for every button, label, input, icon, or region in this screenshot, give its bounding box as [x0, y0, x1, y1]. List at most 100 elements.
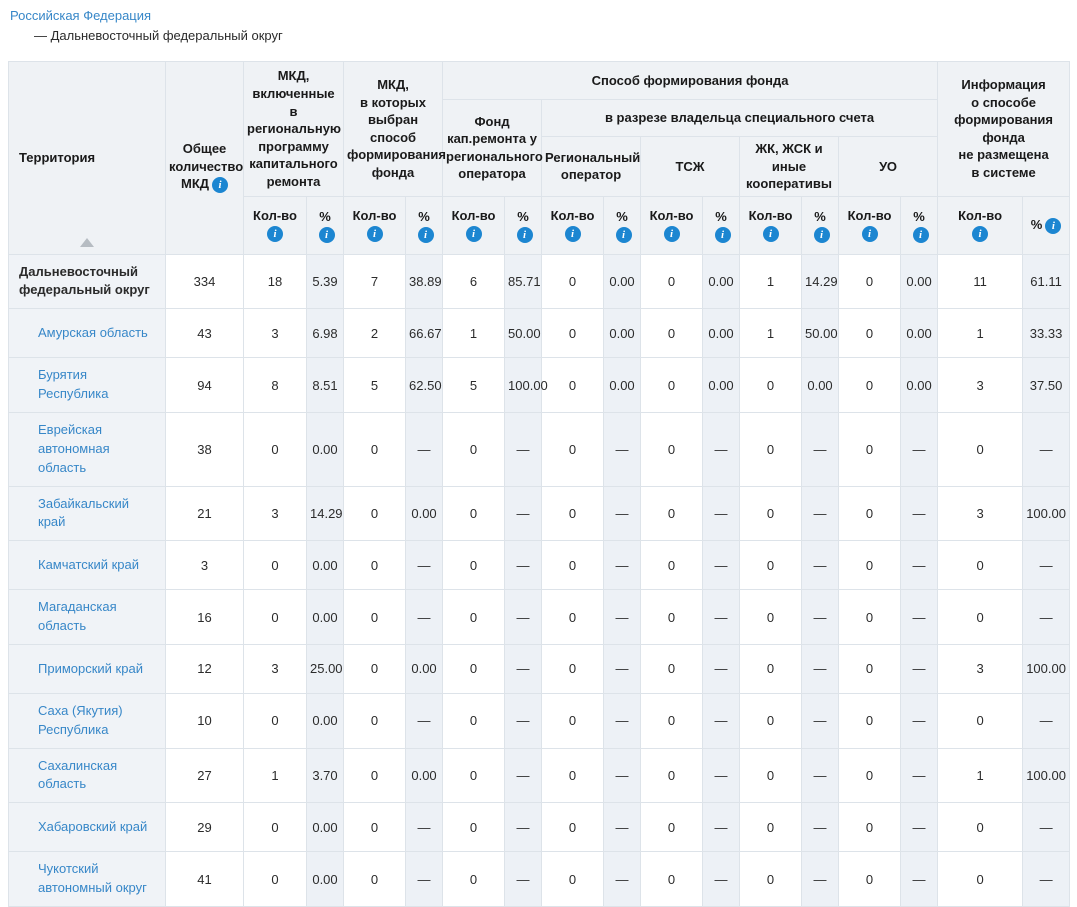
value-cell: 0 [343, 485, 407, 542]
value-cell: 1 [739, 308, 803, 359]
value-cell: — [405, 412, 444, 487]
territory-link[interactable]: Магаданская область [38, 599, 117, 634]
info-icon[interactable]: i [366, 226, 383, 243]
value-cell: 21 [165, 485, 244, 542]
value-cell: 3 [165, 540, 244, 591]
value-cell: 0 [243, 589, 307, 645]
info-icon[interactable]: i [861, 226, 878, 243]
total-mkd-column-header: Общее количество МКД i [165, 61, 244, 255]
info-icon[interactable]: i [212, 176, 229, 193]
territory-link[interactable]: Хабаровский край [38, 818, 148, 834]
info-icon[interactable]: i [318, 226, 335, 243]
value-cell: 5.39 [305, 253, 345, 310]
value-cell: 0 [838, 540, 902, 591]
value-cell: 0 [640, 485, 704, 542]
value-cell: 29 [165, 802, 244, 853]
breadcrumb-country-link[interactable]: Российская Федерация [10, 8, 152, 23]
value-cell: — [702, 485, 741, 542]
value-cell: 0 [442, 643, 506, 694]
value-cell: 25.00 [305, 643, 345, 694]
territory-header-label: Территория [19, 150, 96, 166]
value-cell: 0 [243, 412, 307, 487]
value-cell: 0 [541, 643, 605, 694]
table-row: Амурская область 43 3 6.98 2 66.67 1 50.00 0 0.00… [8, 308, 1071, 359]
info-icon[interactable]: i [714, 226, 731, 243]
info-icon[interactable]: i [564, 226, 581, 243]
value-cell: — [603, 589, 642, 645]
territory-cell: Бурятия Республика [8, 357, 166, 414]
value-cell: — [702, 412, 741, 487]
value-cell: 0 [640, 747, 704, 804]
territory-link[interactable]: Бурятия Республика [38, 367, 109, 402]
info-icon[interactable]: i [465, 226, 482, 243]
info-icon[interactable]: i [615, 226, 632, 243]
value-cell: 0.00 [702, 357, 741, 414]
value-cell: 18 [243, 253, 307, 310]
value-cell: 61.11 [1022, 253, 1071, 310]
value-cell: — [900, 747, 939, 804]
value-cell: — [801, 747, 840, 804]
table-row: Забайкальский край 21 3 14.29 0 0.00 0—0—0—0—0… [8, 485, 1071, 542]
info-icon[interactable]: i [972, 226, 989, 243]
value-cell: 0 [937, 802, 1024, 853]
info-icon[interactable]: i [813, 226, 830, 243]
value-cell: 0 [640, 253, 704, 310]
territory-link[interactable]: Сахалинская область [38, 757, 118, 792]
value-cell: 0.00 [305, 851, 345, 907]
value-cell: — [801, 802, 840, 853]
value-cell: 0 [243, 851, 307, 907]
value-cell: 0.00 [305, 540, 345, 591]
territory-cell: Еврейская автономная область [8, 412, 166, 487]
value-cell: — [603, 747, 642, 804]
value-cell: — [801, 540, 840, 591]
value-cell: 0 [739, 643, 803, 694]
value-cell: 0 [838, 851, 902, 907]
territory-link[interactable]: Саха (Якутия) Республика [38, 702, 123, 737]
value-cell: 0.00 [405, 643, 444, 694]
territory-link[interactable]: Еврейская автономная область [38, 422, 110, 475]
value-cell: — [702, 802, 741, 853]
value-cell: 0 [640, 692, 704, 749]
info-icon[interactable]: i [417, 226, 434, 243]
territory-cell: Забайкальский край [8, 485, 166, 542]
pct-column-header: %i [305, 195, 345, 255]
table-row: Чукотский автономный округ 41 0 0.00 0—0—0—0… [8, 851, 1071, 907]
value-cell: 0 [442, 692, 506, 749]
value-cell: 0 [541, 851, 605, 907]
info-icon[interactable]: i [663, 226, 680, 243]
value-cell: 41 [165, 851, 244, 907]
info-icon[interactable]: i [762, 226, 779, 243]
value-cell: 5 [343, 357, 407, 414]
value-cell: — [900, 412, 939, 487]
territory-link[interactable]: Амурская область [38, 324, 148, 340]
value-cell: 6 [442, 253, 506, 310]
territory-cell: Магаданская область [8, 589, 166, 645]
value-cell: 0 [541, 747, 605, 804]
value-cell: 0 [739, 851, 803, 907]
territory-link[interactable]: Забайкальский край [38, 495, 129, 530]
value-cell: 5 [442, 357, 506, 414]
sort-asc-icon[interactable] [80, 237, 94, 247]
value-cell: 100.00 [1022, 747, 1071, 804]
value-cell: 0.00 [405, 485, 444, 542]
value-cell: 0 [343, 589, 407, 645]
qty-column-header: Кол-во i [640, 195, 704, 255]
territory-link[interactable]: Камчатский край [38, 556, 139, 572]
qty-header-label: Кол-во [748, 208, 793, 224]
value-cell: 0 [343, 540, 407, 591]
info-icon[interactable]: i [267, 226, 283, 243]
info-icon[interactable]: i [1045, 217, 1062, 234]
territory-link[interactable]: Приморский край [38, 660, 143, 676]
value-cell: 0 [739, 485, 803, 542]
info-icon[interactable]: i [516, 226, 533, 243]
jk-jsk-header: ЖК, ЖСК и иные кооперативы [739, 136, 840, 197]
qty-column-header: Кол-во i [243, 195, 307, 255]
value-cell: 94 [165, 357, 244, 414]
info-icon[interactable]: i [912, 226, 929, 243]
value-cell: 8.51 [305, 357, 345, 414]
value-cell: 3 [937, 357, 1024, 414]
value-cell: — [603, 692, 642, 749]
territory-link[interactable]: Чукотский автономный округ [38, 861, 147, 896]
value-cell: — [405, 802, 444, 853]
